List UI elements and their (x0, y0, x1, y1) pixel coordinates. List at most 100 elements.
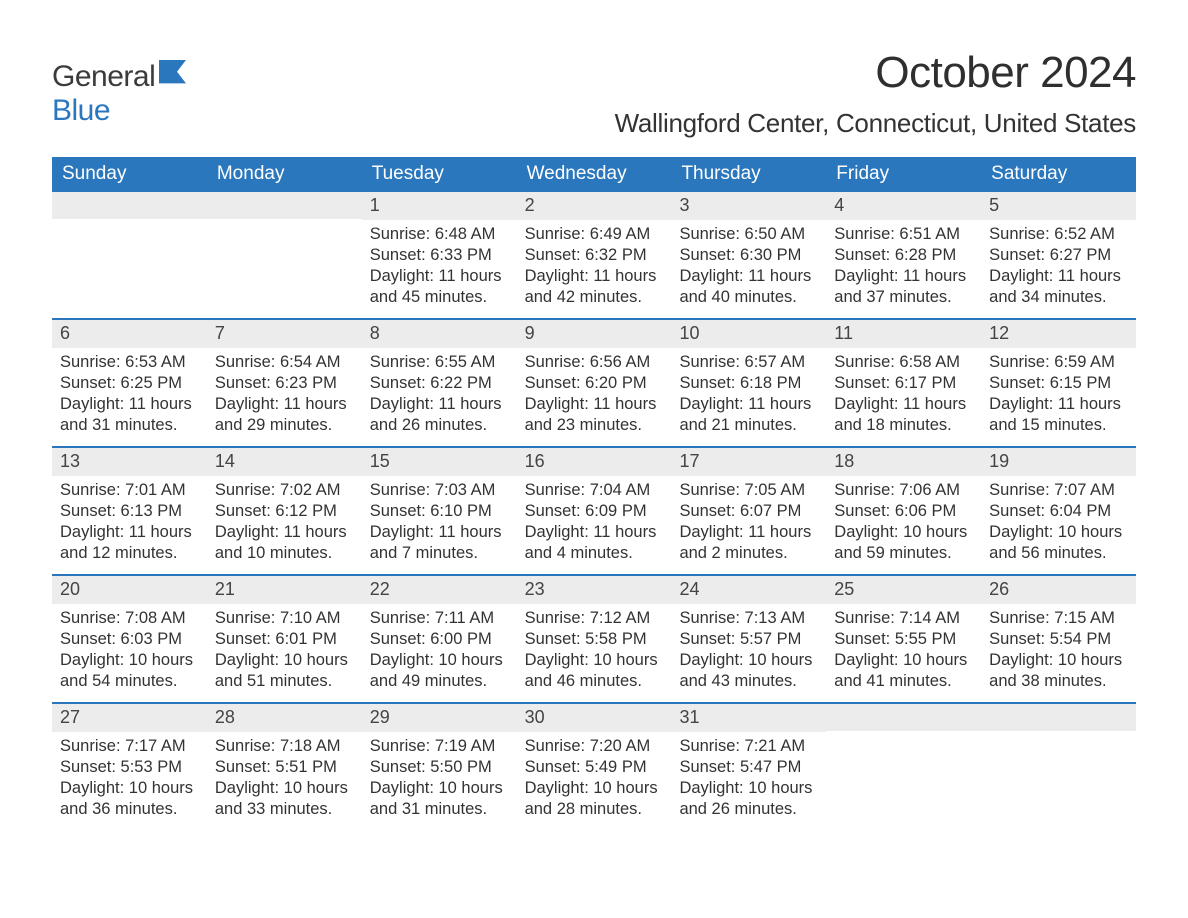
calendar-day-cell: 5Sunrise: 6:52 AMSunset: 6:27 PMDaylight… (981, 192, 1136, 318)
sunset-line: Sunset: 6:03 PM (60, 630, 182, 648)
day-of-week-header: Sunday Monday Tuesday Wednesday Thursday… (52, 157, 1136, 192)
daylight-line: Daylight: 11 hours and 37 minutes. (834, 267, 966, 306)
sunrise-line: Sunrise: 6:59 AM (989, 353, 1115, 371)
sunset-line: Sunset: 6:10 PM (370, 502, 492, 520)
daylight-line: Daylight: 11 hours and 4 minutes. (525, 523, 657, 562)
day-number: 5 (981, 192, 1136, 220)
sunrise-line: Sunrise: 7:17 AM (60, 737, 186, 755)
day-number: 17 (671, 448, 826, 476)
day-details (826, 731, 981, 743)
sunrise-line: Sunrise: 7:21 AM (679, 737, 805, 755)
sunset-line: Sunset: 5:49 PM (525, 758, 647, 776)
daylight-line: Daylight: 11 hours and 12 minutes. (60, 523, 192, 562)
sunset-line: Sunset: 6:01 PM (215, 630, 337, 648)
sunset-line: Sunset: 6:00 PM (370, 630, 492, 648)
day-details: Sunrise: 7:01 AM Sunset: 6:13 PM Daylight:… (52, 476, 207, 572)
sunset-line: Sunset: 6:27 PM (989, 246, 1111, 264)
daylight-line: Daylight: 11 hours and 26 minutes. (370, 395, 502, 434)
calendar-page: General Blue October 2024 Wallingford Ce… (0, 0, 1188, 870)
day-number: 10 (671, 320, 826, 348)
calendar-day-cell (52, 192, 207, 318)
calendar-week: 1Sunrise: 6:48 AMSunset: 6:33 PMDaylight… (52, 192, 1136, 318)
sunrise-line: Sunrise: 7:06 AM (834, 481, 960, 499)
calendar-day-cell: 13Sunrise: 7:01 AMSunset: 6:13 PMDayligh… (52, 448, 207, 574)
daylight-line: Daylight: 11 hours and 42 minutes. (525, 267, 657, 306)
day-number: 23 (517, 576, 672, 604)
sunset-line: Sunset: 6:28 PM (834, 246, 956, 264)
day-details: Sunrise: 6:55 AMSunset: 6:22 PMDaylight:… (362, 348, 517, 444)
sunset-line: Sunset: 6:13 PM (60, 502, 182, 520)
sunrise-line: Sunrise: 7:19 AM (370, 737, 496, 755)
day-details: Sunrise: 6:48 AMSunset: 6:33 PMDaylight:… (362, 220, 517, 316)
sunrise-line: Sunrise: 7:14 AM (834, 609, 960, 627)
sunset-line: Sunset: 6:23 PM (215, 374, 337, 392)
daylight-line: Daylight: 11 hours and 29 minutes. (215, 395, 347, 434)
day-number: 30 (517, 704, 672, 732)
calendar-day-cell: 31Sunrise: 7:21 AMSunset: 5:47 PMDayligh… (671, 704, 826, 830)
sunrise-line: Sunrise: 7:08 AM (60, 609, 186, 627)
daylight-line: Daylight: 10 hours and 31 minutes. (370, 779, 503, 818)
day-details: Sunrise: 7:14 AMSunset: 5:55 PMDaylight:… (826, 604, 981, 700)
sunset-line: Sunset: 6:18 PM (679, 374, 801, 392)
calendar-day-cell (207, 192, 362, 318)
day-details (981, 731, 1136, 743)
calendar-day-cell: 19Sunrise: 7:07 AMSunset: 6:04 PMDayligh… (981, 448, 1136, 574)
sunrise-line: Sunrise: 7:13 AM (679, 609, 805, 627)
day-number: 12 (981, 320, 1136, 348)
calendar-day-cell: 16Sunrise: 7:04 AMSunset: 6:09 PMDayligh… (517, 448, 672, 574)
day-details: Sunrise: 7:15 AMSunset: 5:54 PMDaylight:… (981, 604, 1136, 700)
daylight-line: Daylight: 11 hours and 23 minutes. (525, 395, 657, 434)
day-number: 16 (517, 448, 672, 476)
day-details: Sunrise: 7:21 AMSunset: 5:47 PMDaylight:… (671, 732, 826, 828)
day-number: 26 (981, 576, 1136, 604)
day-number (981, 704, 1136, 731)
daylight-line: Daylight: 11 hours and 7 minutes. (370, 523, 502, 562)
sunset-line: Sunset: 5:50 PM (370, 758, 492, 776)
calendar-day-cell: 15Sunrise: 7:03 AMSunset: 6:10 PMDayligh… (362, 448, 517, 574)
calendar-day-cell: 8Sunrise: 6:55 AMSunset: 6:22 PMDaylight… (362, 320, 517, 446)
sunrise-line: Sunrise: 7:11 AM (370, 609, 494, 627)
calendar-day-cell: 12Sunrise: 6:59 AMSunset: 6:15 PMDayligh… (981, 320, 1136, 446)
day-number: 24 (671, 576, 826, 604)
daylight-line: Daylight: 11 hours and 31 minutes. (60, 395, 192, 434)
day-number: 8 (362, 320, 517, 348)
day-number: 20 (52, 576, 207, 604)
calendar-day-cell: 3Sunrise: 6:50 AMSunset: 6:30 PMDaylight… (671, 192, 826, 318)
sunrise-line: Sunrise: 7:02 AM (215, 481, 341, 499)
day-details: Sunrise: 6:51 AMSunset: 6:28 PMDaylight:… (826, 220, 981, 316)
calendar-day-cell: 22Sunrise: 7:11 AMSunset: 6:00 PMDayligh… (362, 576, 517, 702)
brand-text-bottom: Blue (52, 94, 155, 128)
sunset-line: Sunset: 5:55 PM (834, 630, 956, 648)
calendar-grid: Sunday Monday Tuesday Wednesday Thursday… (52, 157, 1136, 830)
sunset-line: Sunset: 5:57 PM (679, 630, 801, 648)
day-details: Sunrise: 6:59 AMSunset: 6:15 PMDaylight:… (981, 348, 1136, 444)
sunrise-line: Sunrise: 7:07 AM (989, 481, 1115, 499)
sunrise-line: Sunrise: 7:01 AM (60, 481, 186, 499)
calendar-day-cell: 24Sunrise: 7:13 AMSunset: 5:57 PMDayligh… (671, 576, 826, 702)
weeks-container: 1Sunrise: 6:48 AMSunset: 6:33 PMDaylight… (52, 192, 1136, 830)
sunset-line: Sunset: 5:54 PM (989, 630, 1111, 648)
day-number: 29 (362, 704, 517, 732)
day-number (207, 192, 362, 219)
sunrise-line: Sunrise: 6:53 AM (60, 353, 186, 371)
calendar-day-cell: 9Sunrise: 6:56 AMSunset: 6:20 PMDaylight… (517, 320, 672, 446)
calendar-day-cell: 18Sunrise: 7:06 AMSunset: 6:06 PMDayligh… (826, 448, 981, 574)
day-details: Sunrise: 6:58 AMSunset: 6:17 PMDaylight:… (826, 348, 981, 444)
day-details: Sunrise: 7:02 AMSunset: 6:12 PMDaylight:… (207, 476, 362, 572)
sunrise-line: Sunrise: 7:03 AM (370, 481, 496, 499)
daylight-line: Daylight: 10 hours and 46 minutes. (525, 651, 658, 690)
calendar-day-cell: 7Sunrise: 6:54 AMSunset: 6:23 PMDaylight… (207, 320, 362, 446)
day-details: Sunrise: 6:57 AMSunset: 6:18 PMDaylight:… (671, 348, 826, 444)
brand-text-top: General (52, 60, 155, 94)
sunrise-line: Sunrise: 7:20 AM (525, 737, 651, 755)
calendar-day-cell: 20Sunrise: 7:08 AMSunset: 6:03 PMDayligh… (52, 576, 207, 702)
sunset-line: Sunset: 6:32 PM (525, 246, 647, 264)
day-details: Sunrise: 7:18 AMSunset: 5:51 PMDaylight:… (207, 732, 362, 828)
title-block: October 2024 Wallingford Center, Connect… (615, 48, 1136, 139)
calendar-day-cell: 2Sunrise: 6:49 AMSunset: 6:32 PMDaylight… (517, 192, 672, 318)
calendar-day-cell: 26Sunrise: 7:15 AMSunset: 5:54 PMDayligh… (981, 576, 1136, 702)
sunrise-line: Sunrise: 7:18 AM (215, 737, 341, 755)
day-details: Sunrise: 7:11 AMSunset: 6:00 PMDaylight:… (362, 604, 517, 700)
calendar-week: 13Sunrise: 7:01 AMSunset: 6:13 PMDayligh… (52, 446, 1136, 574)
calendar-day-cell: 23Sunrise: 7:12 AMSunset: 5:58 PMDayligh… (517, 576, 672, 702)
